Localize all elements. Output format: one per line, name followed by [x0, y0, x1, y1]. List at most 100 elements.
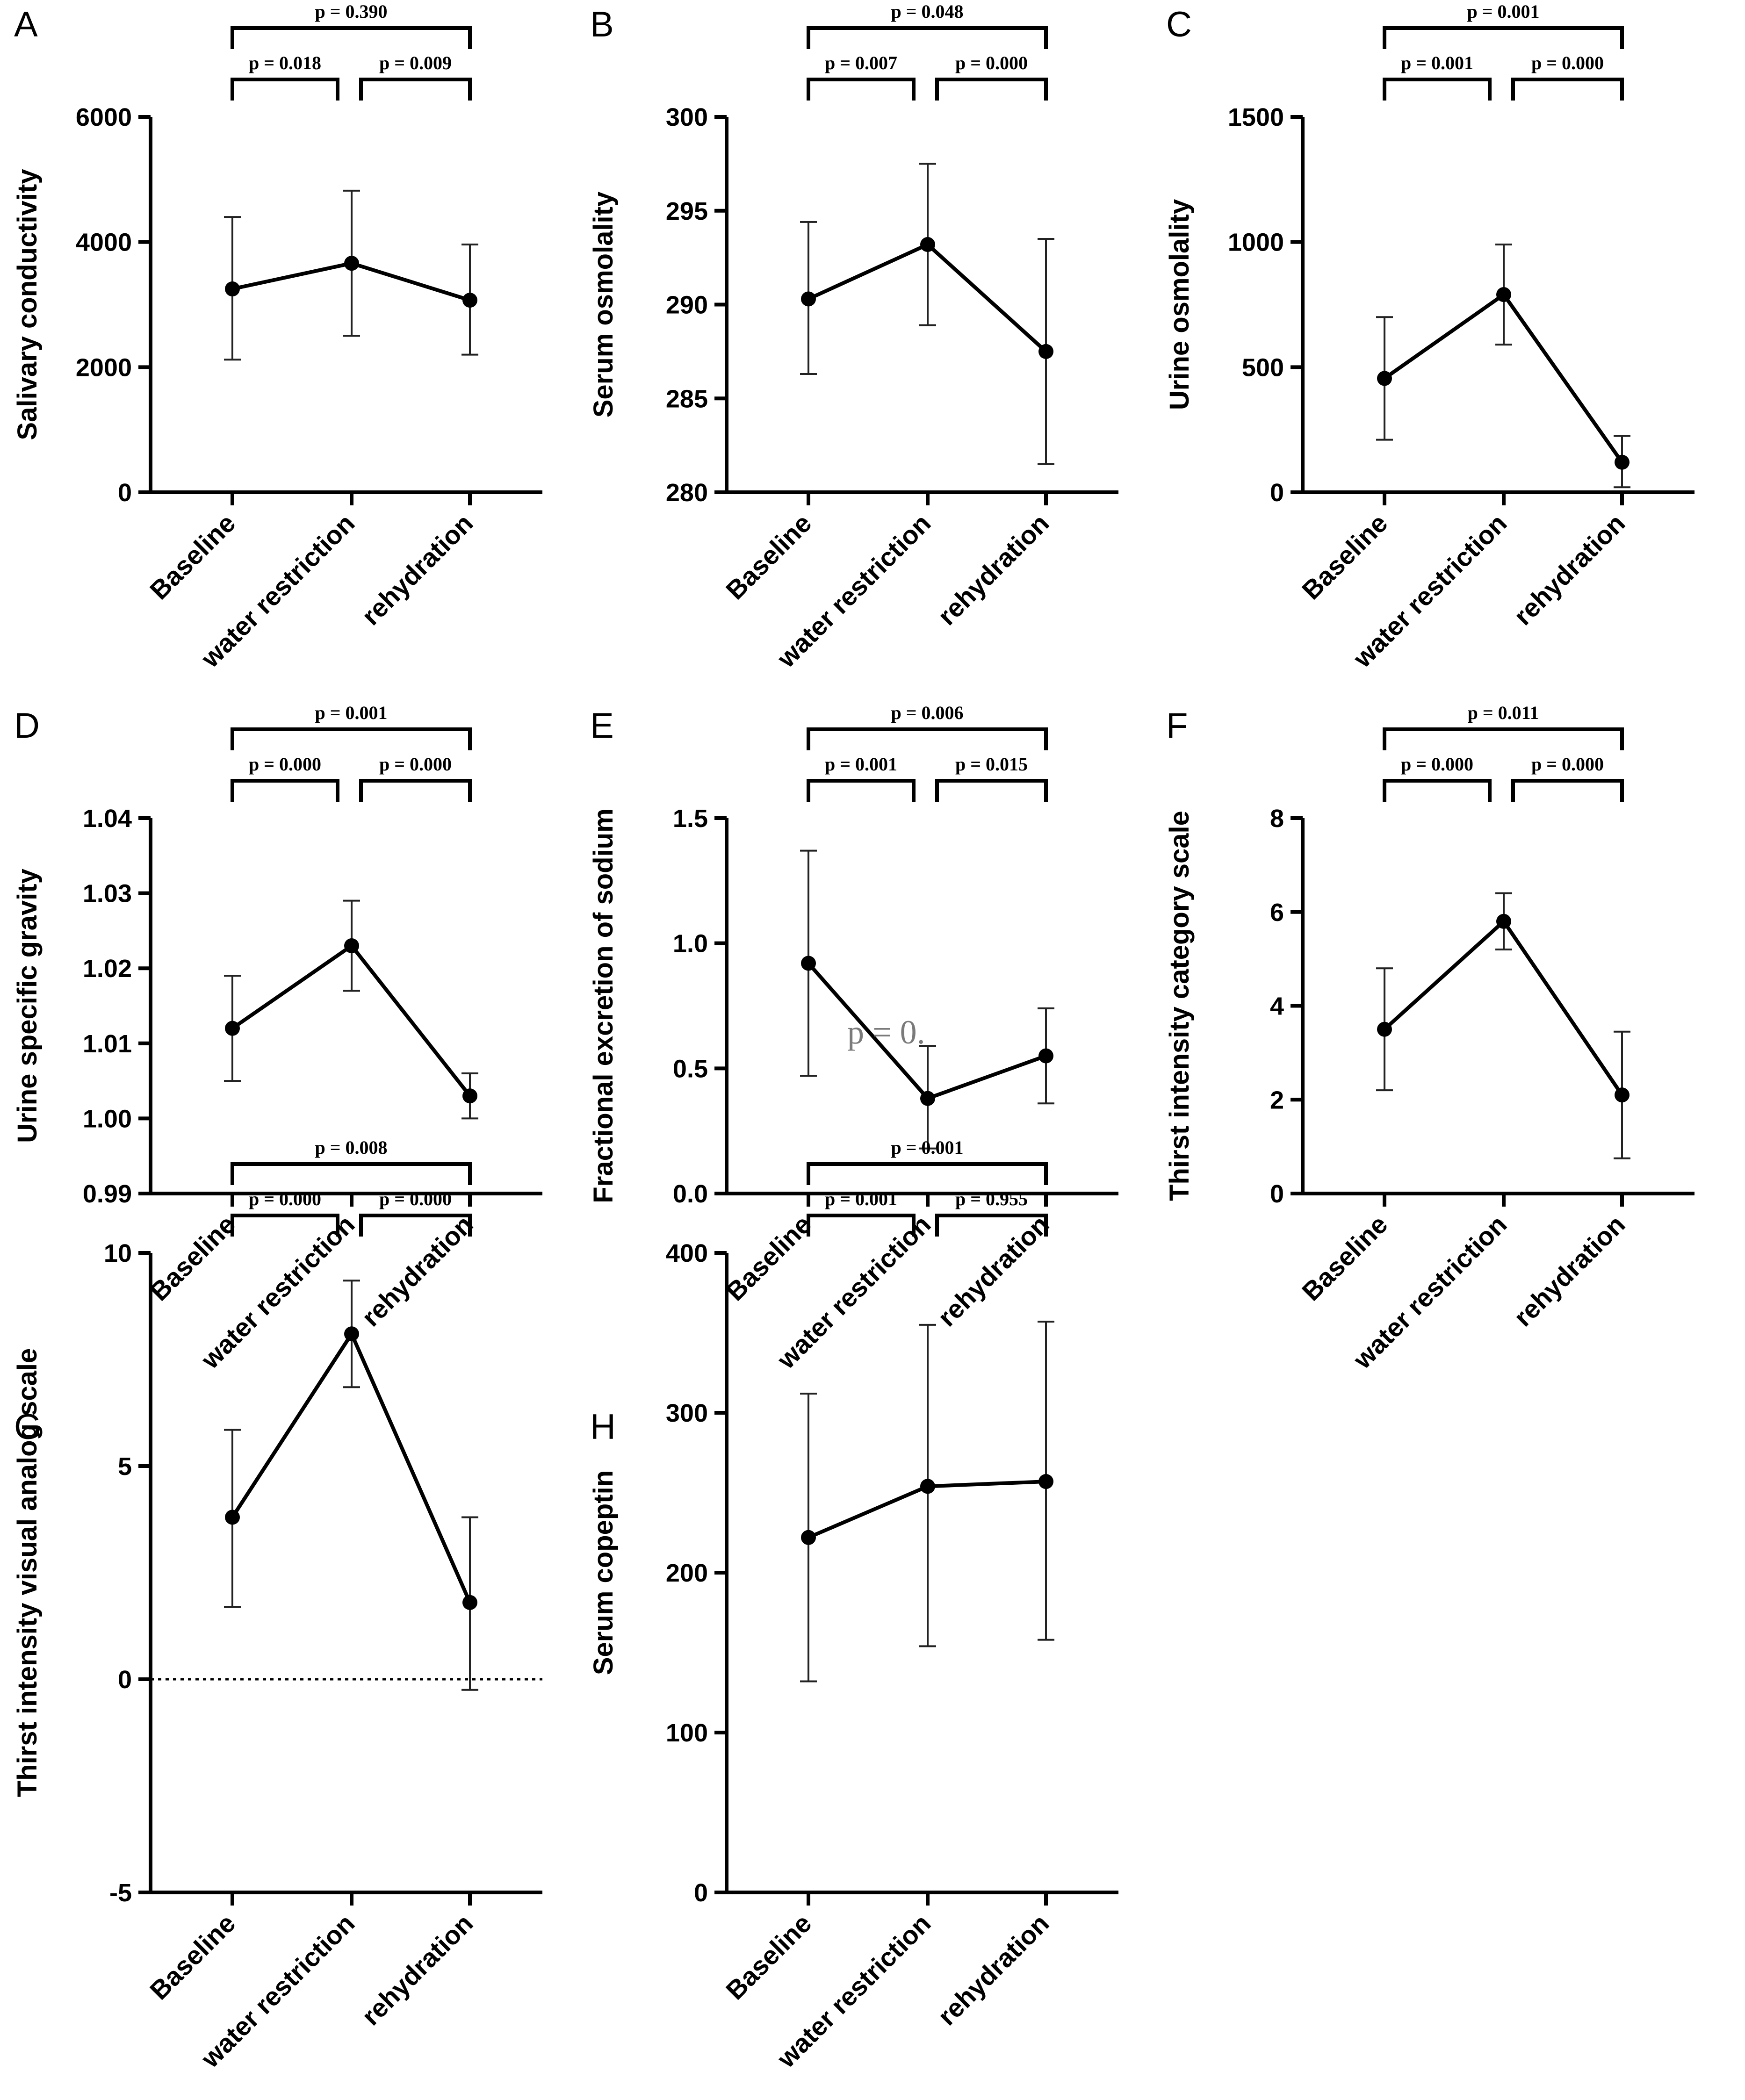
p-value-top: p = 0.011	[1468, 702, 1539, 723]
bracket-left	[1383, 78, 1492, 101]
y-tick-label: 280	[666, 479, 708, 507]
y-tick-label: 1000	[1228, 229, 1284, 257]
panel-d: D 0.99 1.00 1.01 1.02 1.03 1.04 Urine specific …	[12, 702, 542, 1374]
x-tick-label: rehydration	[932, 1209, 1054, 1332]
y-tick-label: 1.0	[673, 930, 708, 958]
data-point	[1615, 454, 1630, 470]
x-tick-label: Baseline	[720, 508, 817, 605]
y-tick-label: 2	[1270, 1086, 1284, 1114]
p-value-top: p = 0.048	[891, 1, 963, 22]
p-value-left: p = 0.007	[825, 52, 897, 73]
y-tick-label: 300	[666, 103, 708, 131]
y-tick-label: 1.04	[83, 805, 132, 833]
bracket-right	[935, 1214, 1048, 1237]
bracket-left	[1383, 779, 1492, 802]
y-tick-label: 5	[118, 1453, 132, 1481]
data-point	[801, 1530, 816, 1545]
data-point	[462, 1595, 477, 1610]
x-tick-label: Baseline	[1296, 508, 1393, 605]
panel-letter: F	[1166, 706, 1188, 746]
y-tick-label: 0.99	[83, 1180, 132, 1208]
data-point	[801, 291, 816, 307]
data-point	[1038, 1048, 1053, 1064]
bracket-top	[1383, 727, 1624, 750]
y-tick-label: 0.0	[673, 1180, 708, 1208]
panel-letter: G	[14, 1407, 42, 1447]
data-point	[462, 293, 477, 308]
bracket-top	[807, 727, 1048, 750]
bracket-top	[807, 1162, 1048, 1185]
data-point	[344, 938, 359, 954]
bracket-top	[231, 1162, 472, 1185]
bracket-left	[807, 779, 916, 802]
data-point	[1615, 1087, 1630, 1103]
x-tick-label: Baseline	[1296, 1209, 1393, 1306]
p-value-right: p = 0.015	[955, 754, 1028, 775]
x-tick-label: rehydration	[1508, 508, 1630, 631]
data-point	[920, 237, 935, 252]
bracket-left	[231, 78, 339, 101]
y-tick-label: 10	[104, 1239, 132, 1267]
panel-b: B 280 285 290 295 300 Serum osmolality Baseline…	[588, 1, 1118, 673]
data-point	[462, 1088, 477, 1104]
y-tick-label: 500	[1242, 353, 1284, 381]
x-tick-label: rehydration	[356, 1908, 478, 2031]
data-point	[1496, 287, 1511, 302]
data-point	[920, 1479, 935, 1494]
data-point	[1038, 344, 1053, 359]
p-value-top: p = 0.390	[315, 1, 387, 22]
y-tick-label: 1.5	[673, 805, 708, 833]
data-point	[225, 1021, 240, 1036]
data-point	[1496, 913, 1511, 929]
y-tick-label: 400	[666, 1239, 708, 1267]
p-value-top: p = 0.001	[891, 1137, 963, 1158]
p-value-right: p = 0.955	[955, 1188, 1028, 1209]
y-tick-label: 100	[666, 1719, 708, 1747]
y-tick-label: 295	[666, 197, 708, 225]
bracket-top	[807, 26, 1048, 49]
y-tick-label: 0	[694, 1879, 708, 1907]
bracket-left	[231, 779, 339, 802]
p-value-right: p = 0.000	[1531, 52, 1604, 73]
y-tick-label: 6000	[76, 103, 132, 131]
bracket-right	[935, 779, 1048, 802]
data-point	[920, 1091, 935, 1106]
x-tick-label: Baseline	[144, 1209, 241, 1306]
y-axis-title: Urine osmolality	[1164, 199, 1195, 410]
bracket-top	[231, 26, 472, 49]
data-point	[1377, 371, 1392, 386]
y-tick-label: -5	[109, 1879, 132, 1907]
p-value-left: p = 0.000	[1401, 754, 1473, 775]
y-axis-title: Thirst intensity visual analog scale	[12, 1348, 43, 1798]
panel-letter: C	[1166, 5, 1192, 44]
p-value-top: p = 0.008	[315, 1137, 387, 1158]
y-tick-label: 4	[1270, 992, 1284, 1021]
y-tick-label: 2000	[76, 353, 132, 381]
y-tick-label: 6	[1270, 899, 1284, 927]
bracket-right	[1511, 78, 1624, 101]
x-tick-label: rehydration	[356, 508, 478, 631]
panel-a: A 0 2000 4000 6000 Salivary conductivity Basel…	[12, 1, 542, 673]
panel-letter: H	[590, 1407, 616, 1447]
x-tick-label: rehydration	[356, 1209, 478, 1332]
y-tick-label: 0	[1270, 479, 1284, 507]
data-point	[1377, 1021, 1392, 1037]
y-tick-label: 0.5	[673, 1055, 708, 1083]
bracket-right	[935, 78, 1048, 101]
x-tick-label: Baseline	[144, 508, 241, 605]
data-point	[1038, 1474, 1053, 1489]
y-tick-label: 0	[1270, 1180, 1284, 1208]
y-tick-label: 1500	[1228, 103, 1284, 131]
bracket-left	[231, 1214, 339, 1237]
panel-letter: E	[590, 706, 614, 746]
y-tick-label: 300	[666, 1399, 708, 1427]
bracket-left	[807, 78, 916, 101]
p-value-right: p = 0.000	[379, 1188, 452, 1209]
y-axis-title: Serum osmolality	[588, 192, 619, 417]
y-axis-title: Fractional excretion of sodium	[588, 808, 619, 1203]
bracket-right	[359, 1214, 472, 1237]
y-axis-title: Salivary conductivity	[12, 169, 43, 440]
bracket-top	[1383, 26, 1624, 49]
p-value-top: p = 0.001	[315, 702, 387, 723]
